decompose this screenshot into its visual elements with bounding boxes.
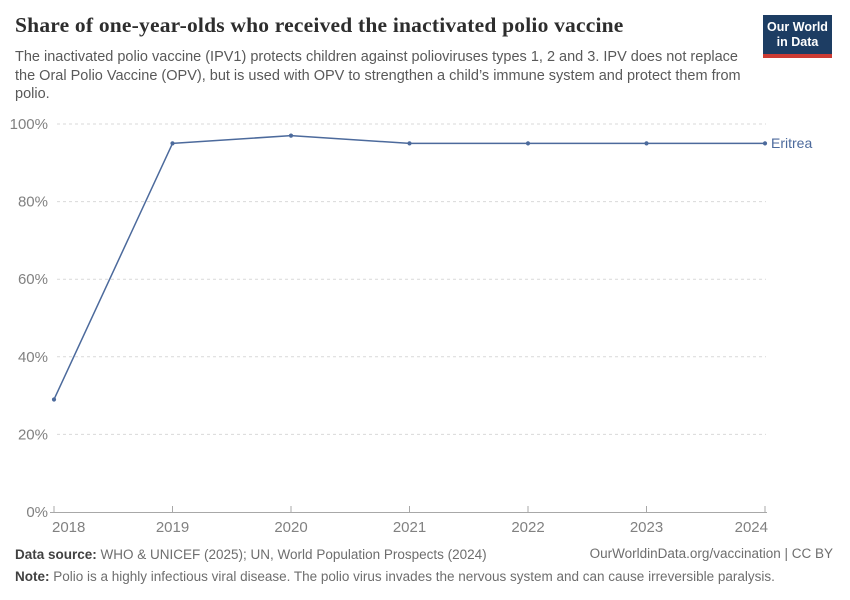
data-point[interactable] — [288, 133, 294, 138]
x-axis-tick-label: 2018 — [52, 519, 85, 536]
x-axis-tick-label: 2019 — [156, 519, 189, 536]
y-axis-tick-label: 0% — [26, 504, 48, 521]
y-axis-tick-label: 40% — [18, 349, 48, 366]
data-point[interactable] — [170, 141, 175, 146]
data-point[interactable] — [525, 141, 531, 146]
data-point[interactable] — [762, 141, 768, 146]
x-axis-tick-label: 2021 — [393, 519, 426, 536]
owid-logo: Our World in Data — [763, 15, 832, 58]
data-point[interactable] — [407, 141, 412, 146]
chart-title: Share of one-year-olds who received the … — [15, 13, 624, 37]
x-axis-tick-label: 2024 — [735, 519, 768, 536]
y-axis-tick-label: 20% — [18, 426, 48, 443]
x-axis-tick-label: 2022 — [511, 519, 544, 536]
data-point[interactable] — [644, 141, 649, 146]
footer-datasource-label: Data source: — [15, 547, 97, 562]
data-point[interactable] — [51, 397, 57, 402]
owid-logo-line1: Our World — [767, 20, 828, 34]
y-axis-tick-label: 80% — [18, 194, 48, 211]
footer-note-text: Polio is a highly infectious viral disea… — [49, 569, 775, 584]
footer-notes: Data source: WHO & UNICEF (2025); UN, Wo… — [15, 544, 775, 588]
owid-logo-line2: in Data — [776, 34, 819, 49]
footer-datasource: Data source: WHO & UNICEF (2025); UN, Wo… — [15, 544, 775, 566]
footer-datasource-text: WHO & UNICEF (2025); UN, World Populatio… — [96, 547, 487, 562]
x-axis-tick-label: 2023 — [630, 519, 663, 536]
series-label-eritrea[interactable]: Eritrea — [771, 135, 812, 151]
footer-link[interactable]: OurWorldinData.org/vaccination | CC BY — [589, 546, 833, 561]
y-axis-tick-label: 100% — [10, 116, 48, 133]
chart-subtitle: The inactivated polio vaccine (IPV1) pro… — [15, 49, 741, 102]
x-axis-tick-label: 2020 — [274, 519, 307, 536]
y-axis-tick-label: 60% — [18, 271, 48, 288]
eritrea-trend-line[interactable] — [53, 134, 765, 400]
footer-note-label: Note: — [15, 569, 50, 584]
footer-note: Note: Polio is a highly infectious viral… — [15, 566, 775, 588]
